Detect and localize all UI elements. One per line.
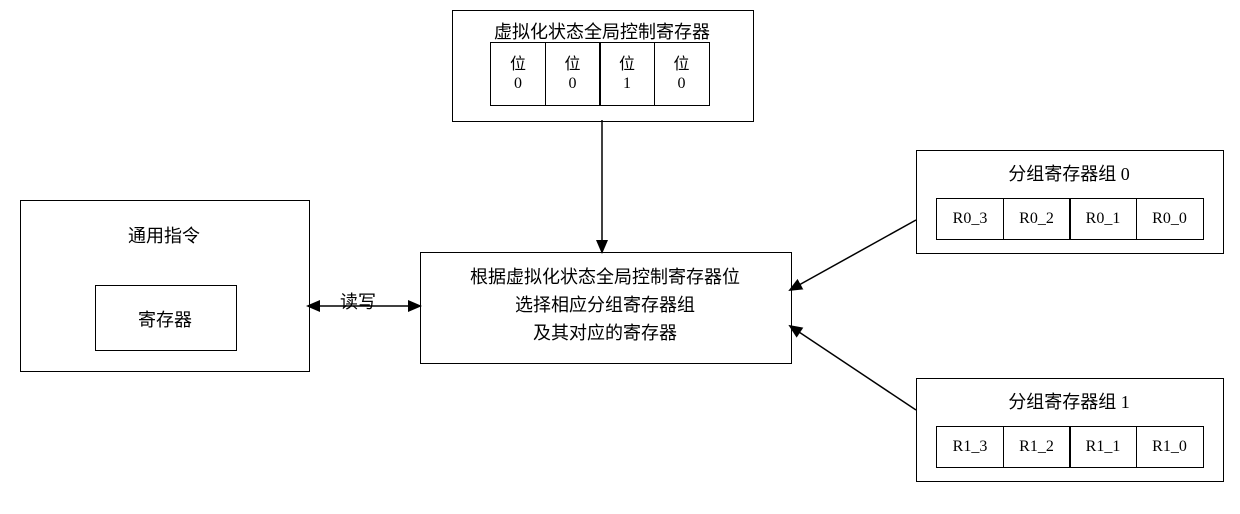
gcr-bit-cell: 位0	[545, 42, 601, 106]
register-cell: R0_3	[936, 198, 1004, 240]
register-group-0-cells: R0_3R0_2R0_1R0_0	[936, 198, 1204, 240]
register-cell: R1_1	[1069, 426, 1137, 468]
gcr-bit-cell: 位1	[599, 42, 655, 106]
register-cell: R0_1	[1069, 198, 1137, 240]
read-write-label: 读写	[340, 288, 376, 314]
gcr-bit-cell: 位0	[654, 42, 710, 106]
register-cell: R0_2	[1003, 198, 1071, 240]
general-instruction-title: 通用指令	[20, 222, 308, 248]
global-control-register-cells: 位0位0位1位0	[490, 42, 710, 106]
register-cell: R0_0	[1136, 198, 1204, 240]
register-cell: R1_0	[1136, 426, 1204, 468]
general-instruction-inner-label: 寄存器	[95, 306, 235, 332]
global-control-register-title: 虚拟化状态全局控制寄存器	[452, 18, 752, 44]
register-cell: R1_3	[936, 426, 1004, 468]
register-group-1-cells: R1_3R1_2R1_1R1_0	[936, 426, 1204, 468]
gcr-bit-cell: 位0	[490, 42, 546, 106]
register-group-1-title: 分组寄存器组 1	[916, 388, 1222, 414]
register-group-0-title: 分组寄存器组 0	[916, 160, 1222, 186]
register-cell: R1_2	[1003, 426, 1071, 468]
selector-text: 根据虚拟化状态全局控制寄存器位选择相应分组寄存器组及其对应的寄存器	[420, 264, 790, 348]
